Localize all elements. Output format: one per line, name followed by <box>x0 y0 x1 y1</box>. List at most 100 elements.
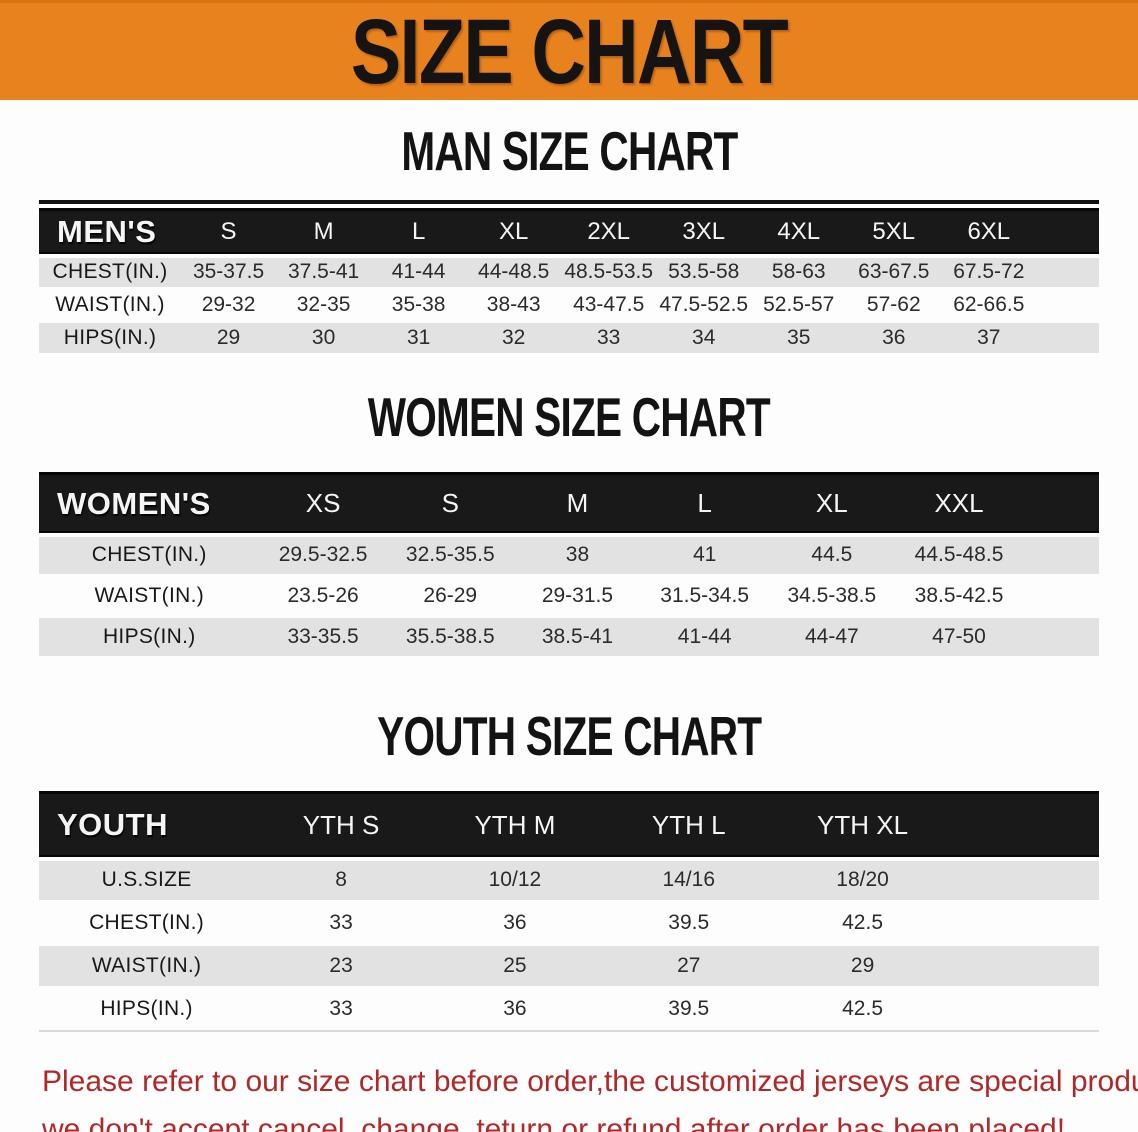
spacer-cell <box>1022 472 1099 537</box>
mens-size-table-wrap: MEN'S S M L XL 2XL 3XL 4XL 5XL 6XL CHEST(IN.) 35-37… <box>39 200 1099 356</box>
youth-value-cell: 33 <box>254 987 428 1032</box>
youth-col-header: YTH M <box>428 791 602 861</box>
womens-row-label: HIPS(IN.) <box>39 616 260 659</box>
mens-header-row: MEN'S S M L XL 2XL 3XL 4XL 5XL 6XL <box>39 208 1099 258</box>
mens-value-cell: 58-63 <box>751 255 847 290</box>
table-row: CHEST(IN.) 29.5-32.5 32.5-35.5 38 41 44.5 44.5… <box>39 534 1099 577</box>
spacer-cell <box>1022 575 1099 618</box>
spacer-cell <box>1022 616 1099 659</box>
womens-row-label: WAIST(IN.) <box>39 575 260 618</box>
mens-value-cell: 63-67.5 <box>846 255 942 290</box>
youth-value-cell: 36 <box>428 901 602 946</box>
youth-size-table-wrap: YOUTH YTH S YTH M YTH L YTH XL U.S.SIZE 8 10/12… <box>39 791 1099 1032</box>
youth-row-label: CHEST(IN.) <box>39 901 255 946</box>
mens-col-header: 5XL <box>846 208 942 258</box>
mens-value-cell: 37.5-41 <box>276 255 372 290</box>
womens-section-heading: WOMEN SIZE CHART <box>367 387 771 449</box>
womens-value-cell: 38 <box>513 534 642 577</box>
mens-row-label: HIPS(IN.) <box>39 321 182 356</box>
mens-table-topline <box>39 200 1099 204</box>
womens-value-cell: 44.5 <box>768 534 896 577</box>
womens-value-cell: 41-44 <box>641 616 769 659</box>
spacer-cell <box>1036 288 1099 323</box>
womens-col-header: XXL <box>895 472 1023 537</box>
youth-value-cell: 39.5 <box>601 987 776 1032</box>
spacer-cell <box>1036 255 1099 290</box>
mens-value-cell: 37 <box>941 321 1037 356</box>
youth-table: YOUTH YTH S YTH M YTH L YTH XL U.S.SIZE 8 10/12… <box>39 791 1099 1032</box>
table-row: WAIST(IN.) 29-32 32-35 35-38 38-43 43-47.5 47.… <box>39 288 1099 323</box>
mens-value-cell: 43-47.5 <box>561 288 657 323</box>
womens-size-table-wrap: WOMEN'S XS S M L XL XXL CHEST(IN.) 29.5-32.5 32.5… <box>39 472 1099 659</box>
mens-group-label: MEN'S <box>39 208 182 258</box>
mens-col-header: 4XL <box>751 208 847 258</box>
mens-value-cell: 38-43 <box>466 288 562 323</box>
youth-group-label: YOUTH <box>39 791 255 861</box>
mens-value-cell: 35-38 <box>371 288 467 323</box>
mens-section-heading: MAN SIZE CHART <box>400 121 738 183</box>
womens-row-label: CHEST(IN.) <box>39 534 260 577</box>
youth-value-cell: 27 <box>601 944 776 989</box>
womens-value-cell: 44-47 <box>768 616 896 659</box>
spacer-cell <box>949 987 1099 1032</box>
spacer-cell <box>949 944 1099 989</box>
womens-value-cell: 44.5-48.5 <box>895 534 1023 577</box>
spacer-cell <box>1036 208 1099 258</box>
youth-size-table: YOUTH YTH S YTH M YTH L YTH XL U.S.SIZE 8 10/12… <box>39 791 1099 1032</box>
mens-value-cell: 41-44 <box>371 255 467 290</box>
banner: SIZE CHART <box>0 0 1138 100</box>
mens-row-label: CHEST(IN.) <box>39 255 182 290</box>
youth-value-cell: 36 <box>428 987 602 1032</box>
mens-col-header: 3XL <box>656 208 752 258</box>
mens-value-cell: 48.5-53.5 <box>561 255 657 290</box>
womens-value-cell: 32.5-35.5 <box>386 534 514 577</box>
mens-col-header: M <box>276 208 372 258</box>
table-row: CHEST(IN.) 35-37.5 37.5-41 41-44 44-48.5 48.5… <box>39 255 1099 290</box>
mens-value-cell: 32-35 <box>276 288 372 323</box>
mens-value-cell: 31 <box>371 321 467 356</box>
womens-table: WOMEN'S XS S M L XL XXL CHEST(IN.) 29.5-32.5 32.5… <box>39 472 1099 659</box>
mens-col-header: 2XL <box>561 208 657 258</box>
youth-value-cell: 14/16 <box>601 858 776 903</box>
youth-value-cell: 42.5 <box>775 901 950 946</box>
womens-col-header: XS <box>259 472 387 537</box>
youth-row-label: WAIST(IN.) <box>39 944 255 989</box>
mens-value-cell: 47.5-52.5 <box>656 288 752 323</box>
youth-section-heading: YOUTH SIZE CHART <box>376 706 762 768</box>
youth-row-label: HIPS(IN.) <box>39 987 255 1032</box>
spacer-cell <box>949 858 1099 903</box>
womens-value-cell: 41 <box>641 534 769 577</box>
womens-header-row: WOMEN'S XS S M L XL XXL <box>39 472 1099 537</box>
youth-value-cell: 18/20 <box>775 858 950 903</box>
womens-value-cell: 29-31.5 <box>513 575 642 618</box>
youth-value-cell: 10/12 <box>428 858 602 903</box>
mens-col-header: 6XL <box>941 208 1037 258</box>
youth-col-header: YTH XL <box>775 791 950 861</box>
womens-group-label: WOMEN'S <box>39 472 260 537</box>
spacer-cell <box>1022 534 1099 577</box>
mens-row-label: WAIST(IN.) <box>39 288 182 323</box>
youth-row-label: U.S.SIZE <box>39 858 255 903</box>
womens-value-cell: 47-50 <box>895 616 1023 659</box>
mens-col-header: L <box>371 208 467 258</box>
youth-value-cell: 29 <box>775 944 950 989</box>
table-row: U.S.SIZE 8 10/12 14/16 18/20 <box>39 858 1099 903</box>
mens-value-cell: 62-66.5 <box>941 288 1037 323</box>
womens-value-cell: 29.5-32.5 <box>259 534 387 577</box>
spacer-cell <box>1036 321 1099 356</box>
banner-title: SIZE CHART <box>350 0 789 103</box>
womens-value-cell: 33-35.5 <box>259 616 387 659</box>
table-row: CHEST(IN.) 33 36 39.5 42.5 <box>39 901 1099 946</box>
womens-col-header: XL <box>768 472 896 537</box>
disclaimer-text: Please refer to our size chart before or… <box>42 1058 1138 1132</box>
mens-table: MEN'S S M L XL 2XL 3XL 4XL 5XL 6XL CHEST(IN.) 35-37… <box>39 208 1099 356</box>
mens-value-cell: 34 <box>656 321 752 356</box>
table-row: HIPS(IN.) 33 36 39.5 42.5 <box>39 987 1099 1032</box>
mens-value-cell: 33 <box>561 321 657 356</box>
mens-value-cell: 67.5-72 <box>941 255 1037 290</box>
youth-col-header: YTH S <box>254 791 428 861</box>
mens-value-cell: 35 <box>751 321 847 356</box>
mens-value-cell: 29 <box>181 321 277 356</box>
youth-value-cell: 25 <box>428 944 602 989</box>
womens-size-table: WOMEN'S XS S M L XL XXL CHEST(IN.) 29.5-32.5 32.5… <box>39 472 1099 659</box>
